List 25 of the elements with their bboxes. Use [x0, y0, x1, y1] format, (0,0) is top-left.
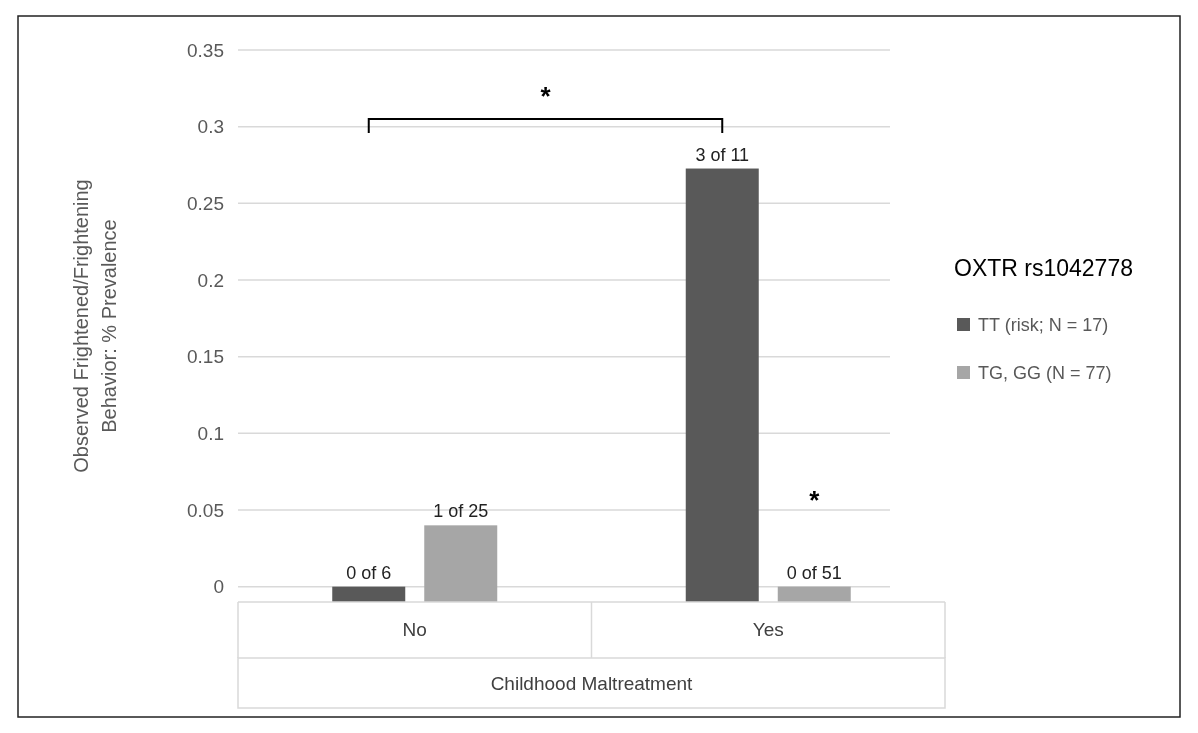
annotation: 0 of 51 [786, 562, 842, 583]
annotation: 3 of 11 [695, 144, 750, 165]
y-tick-label: 0.2 [197, 269, 224, 291]
x-tick-label: No [402, 619, 427, 640]
annotation: * [540, 81, 552, 111]
y-tick-label: 0.1 [197, 422, 224, 444]
y-tick-label: 0.3 [197, 116, 224, 138]
bar [777, 586, 851, 602]
x-tick-label: Yes [752, 619, 784, 640]
y-axis-title: Observed Frightened/Frightening Behavior: % Prevalence [70, 179, 120, 473]
legend-title: OXTR rs1042778 [954, 255, 1133, 281]
y-tick-label: 0.35 [187, 39, 224, 61]
annotation: * [809, 484, 821, 515]
bar [685, 168, 759, 602]
bar [332, 586, 406, 602]
y-tick-label: 0.25 [187, 192, 224, 214]
x-axis-title: Childhood Maltreatment [490, 673, 694, 694]
y-tick-label: 0 [213, 576, 224, 598]
legend-label: TG, GG (N = 77) [978, 363, 1112, 384]
annotation: 0 of 6 [346, 562, 392, 583]
y-tick-label: 0.15 [187, 346, 224, 368]
y-tick-label: 0.05 [187, 499, 224, 521]
legend-label: TT (risk; N = 17) [978, 315, 1109, 336]
bar [424, 525, 498, 602]
annotation: 1 of 25 [433, 501, 489, 522]
